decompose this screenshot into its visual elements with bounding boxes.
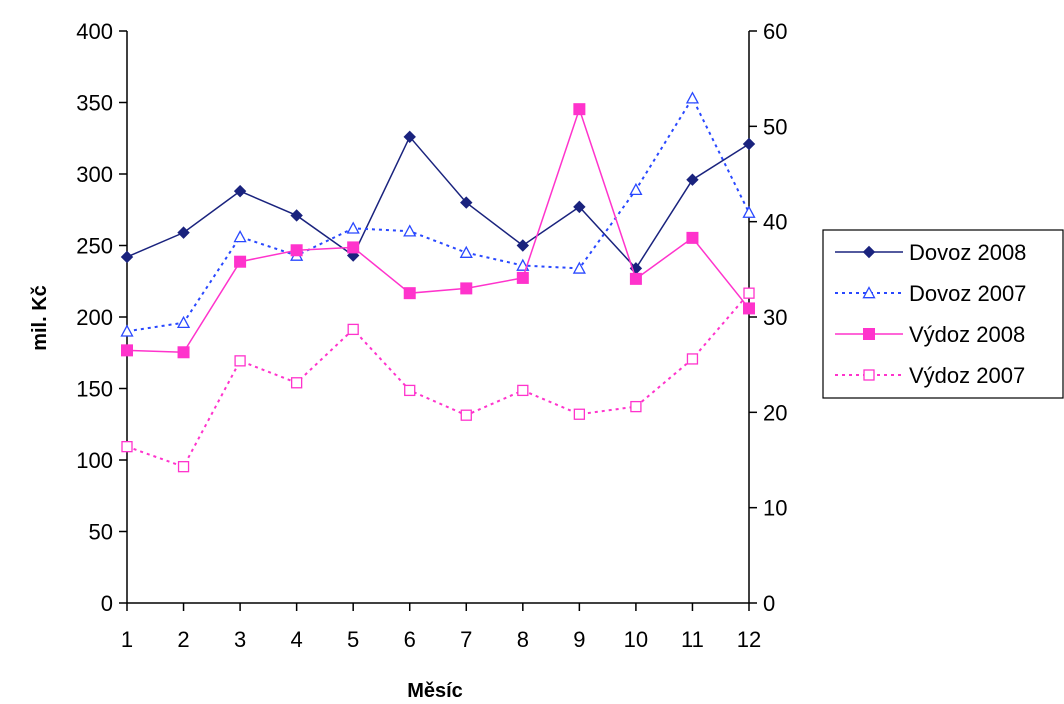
data-point — [630, 400, 642, 413]
data-point — [403, 130, 416, 144]
x-tick-label: 10 — [624, 627, 648, 652]
data-point — [234, 355, 246, 367]
data-point — [686, 353, 699, 365]
data-point — [120, 250, 134, 264]
data-point — [121, 344, 133, 357]
legend-box — [822, 229, 1064, 399]
x-tick-label: 8 — [517, 627, 529, 652]
data-point — [685, 91, 700, 104]
data-point — [120, 324, 134, 337]
legend-marker — [863, 328, 875, 340]
y-left-tick-label: 250 — [76, 234, 113, 259]
y-left-tick-label: 300 — [76, 162, 113, 187]
data-point — [742, 205, 756, 218]
data-point — [290, 209, 303, 222]
x-tick-label: 6 — [404, 627, 416, 652]
y-left-tick-label: 350 — [76, 91, 113, 116]
legend-label: Dovoz 2008 — [909, 240, 1026, 265]
x-tick-label: 3 — [234, 627, 246, 652]
series-line-2 — [126, 96, 750, 333]
series-line-3 — [126, 106, 750, 354]
data-point — [516, 271, 529, 284]
data-point — [233, 184, 247, 198]
x-axis-title: Měsíc — [407, 680, 463, 702]
legend-label: Výdoz 2008 — [909, 322, 1025, 347]
data-point — [177, 346, 190, 359]
legend: Dovoz 2008 Dovoz 2007 Výdoz 2008 Výdoz 2007 — [822, 229, 1064, 399]
data-point — [346, 221, 360, 234]
y-right-tick-label: 10 — [763, 496, 787, 521]
x-tick-label: 4 — [291, 627, 303, 652]
data-point — [290, 244, 303, 257]
data-point — [233, 230, 247, 243]
data-point — [629, 182, 643, 196]
legend-marker — [862, 245, 876, 259]
data-point — [573, 103, 586, 116]
y-right-tick-label: 20 — [763, 400, 787, 425]
x-tick-label: 5 — [347, 627, 359, 652]
y-right-tick-label: 0 — [763, 591, 775, 616]
x-tick-label: 2 — [177, 627, 189, 652]
data-point — [459, 245, 473, 258]
series-line-1 — [126, 135, 750, 270]
data-point — [573, 408, 586, 420]
y-axis-title: mil. Kč — [29, 285, 51, 351]
data-point — [121, 441, 133, 453]
data-point — [403, 287, 416, 300]
data-point — [177, 461, 190, 473]
y-right-tick-label: 60 — [763, 19, 787, 44]
series-line-4 — [126, 292, 750, 468]
data-point — [686, 173, 699, 186]
x-tick-label: 1 — [121, 627, 133, 652]
legend-label: Dovoz 2007 — [909, 281, 1026, 306]
data-point — [572, 261, 586, 274]
x-tick-label: 9 — [573, 627, 585, 652]
data-point — [290, 377, 303, 389]
data-point — [743, 287, 755, 299]
data-point — [743, 302, 755, 315]
y-left-tick-label: 400 — [76, 19, 113, 44]
data-point — [460, 409, 472, 421]
x-tick-label: 12 — [737, 627, 761, 652]
y-left-tick-label: 200 — [76, 305, 113, 330]
y-left-tick-label: 150 — [76, 377, 113, 402]
x-tick-label: 11 — [681, 627, 704, 652]
y-right-tick-label: 40 — [763, 210, 787, 235]
data-point — [347, 323, 359, 336]
data-point — [460, 196, 473, 209]
data-point — [517, 384, 529, 397]
data-point — [177, 226, 190, 239]
legend-label: Výdoz 2007 — [909, 363, 1025, 388]
legend-marker — [862, 286, 876, 299]
data-point — [404, 384, 416, 397]
data-point — [516, 239, 530, 252]
y-left-tick-label: 50 — [89, 520, 113, 545]
y-right-tick-label: 30 — [763, 305, 787, 330]
data-point — [403, 224, 417, 237]
y-left-tick-label: 100 — [76, 448, 113, 473]
data-point — [742, 137, 756, 151]
x-tick-label: 7 — [460, 627, 472, 652]
y-right-tick-label: 50 — [763, 114, 787, 139]
data-point — [176, 315, 191, 329]
data-point — [347, 241, 360, 254]
legend-marker — [863, 369, 875, 381]
data-point — [686, 231, 699, 244]
data-point — [629, 272, 642, 285]
data-point — [460, 282, 473, 295]
y-left-tick-label: 0 — [101, 591, 113, 616]
data-point — [573, 200, 586, 214]
data-point — [234, 255, 247, 268]
